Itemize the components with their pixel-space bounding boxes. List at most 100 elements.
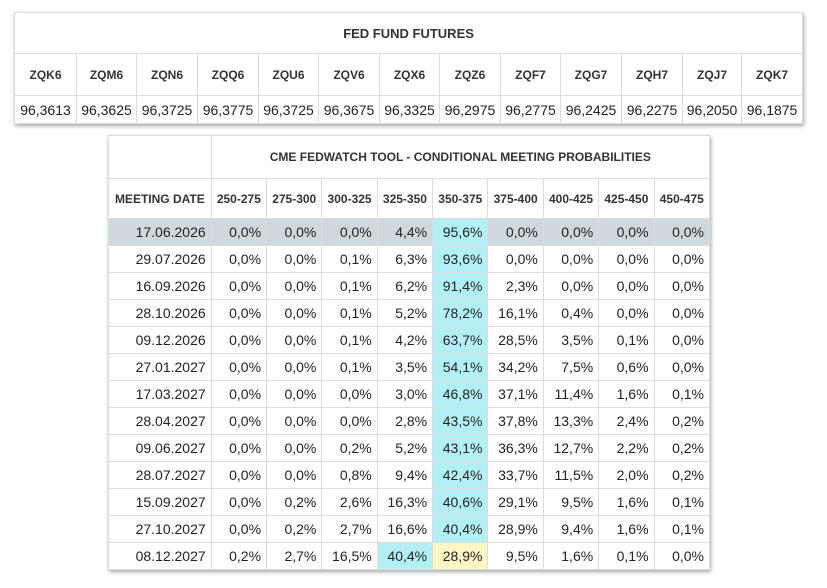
meeting-row: 09.06.2027 0,0% 0,0% 0,2% 5,2% 43,1% 36,3% 12,7…: [108, 434, 711, 462]
futures-contract-code: ZQG7: [560, 53, 622, 96]
probability-cell: 4,2%: [376, 326, 434, 354]
meeting-row: 17.03.2027 0,0% 0,0% 0,0% 3,0% 46,8% 37,1% 11,4…: [108, 380, 711, 408]
futures-title: FED FUND FUTURES: [13, 12, 804, 54]
probability-cell: 5,2%: [376, 299, 434, 327]
probability-cell: 0,0%: [653, 353, 711, 381]
probability-cell: 0,1%: [321, 299, 378, 327]
meeting-row: 27.01.2027 0,0% 0,0% 0,1% 3,5% 54,1% 34,2% 7,5%…: [108, 353, 711, 381]
probability-cell: 0,0%: [266, 218, 323, 246]
probability-cell: 40,4%: [376, 542, 434, 570]
probability-cell: 7,5%: [542, 353, 600, 381]
probability-cell: 9,4%: [542, 515, 600, 543]
probability-cell: 28,9%: [487, 515, 544, 543]
probability-cell: 16,5%: [321, 542, 378, 570]
futures-contract-price: 96,3625: [76, 95, 137, 124]
probability-cell: 37,1%: [487, 380, 544, 408]
probability-cell: 6,3%: [376, 245, 434, 273]
probability-cell: 33,7%: [487, 461, 544, 489]
probability-cell: 2,0%: [598, 461, 655, 489]
futures-contract-price: 96,3725: [136, 95, 198, 124]
probability-cell: 34,2%: [487, 353, 544, 381]
probability-cell: 0,4%: [542, 299, 600, 327]
probability-cell: 0,1%: [321, 245, 378, 273]
probability-cell: 0,2%: [266, 515, 323, 543]
probability-cell: 5,2%: [376, 434, 434, 462]
probability-cell: 0,0%: [321, 407, 378, 435]
probability-cell: 95,6%: [432, 218, 489, 246]
probability-cell: 0,0%: [210, 380, 268, 408]
probability-cell: 0,0%: [542, 218, 600, 246]
futures-contract-code: ZQJ7: [682, 53, 742, 96]
probability-cell: 0,0%: [210, 407, 268, 435]
probability-cell: 0,0%: [266, 272, 323, 300]
fedwatch-title-row: CME FEDWATCH TOOL - CONDITIONAL MEETING …: [108, 135, 711, 179]
probability-cell: 12,7%: [542, 434, 600, 462]
probability-cell: 11,4%: [542, 380, 600, 408]
probability-cell: 0,0%: [598, 299, 655, 327]
probability-cell: 0,2%: [653, 461, 711, 489]
futures-contract-price: 96,1875: [740, 95, 804, 124]
probability-cell: 0,0%: [210, 272, 268, 300]
probability-cell: 54,1%: [432, 353, 489, 381]
futures-contract-price: 96,3325: [379, 95, 440, 124]
probability-cell: 0,2%: [266, 488, 323, 516]
futures-contract-code: ZQF7: [500, 53, 561, 96]
meeting-row: 28.07.2027 0,0% 0,0% 0,8% 9,4% 42,4% 33,7% 11,5…: [108, 461, 711, 489]
probability-cell: 0,0%: [653, 326, 711, 354]
meeting-date-cell: 17.06.2026: [108, 218, 212, 246]
probability-cell: 40,6%: [432, 488, 489, 516]
meeting-date-cell: 08.12.2027: [108, 542, 212, 570]
meeting-date-cell: 28.07.2027: [108, 461, 212, 489]
probability-cell: 3,5%: [376, 353, 434, 381]
probability-cell: 0,1%: [653, 380, 711, 408]
rate-range-header: 300-325: [321, 178, 378, 219]
fedwatch-header-row: MEETING DATE 250-275 275-300 300-325 325-35…: [108, 178, 711, 219]
probability-cell: 0,0%: [210, 326, 268, 354]
probability-cell: 0,0%: [210, 488, 268, 516]
meeting-date-cell: 29.07.2026: [108, 245, 212, 273]
probability-cell: 3,5%: [542, 326, 600, 354]
futures-contract-code: ZQU6: [258, 53, 319, 96]
probability-cell: 29,1%: [487, 488, 544, 516]
probability-cell: 0,0%: [210, 461, 268, 489]
probability-cell: 0,0%: [321, 380, 378, 408]
futures-contract-code: ZQH7: [621, 53, 683, 96]
probability-cell: 0,0%: [210, 515, 268, 543]
probability-cell: 11,5%: [542, 461, 600, 489]
meeting-date-cell: 09.12.2026: [108, 326, 212, 354]
probability-cell: 0,0%: [653, 218, 711, 246]
futures-contract-price: 96,3725: [258, 95, 319, 124]
probability-cell: 1,6%: [542, 542, 600, 570]
probability-cell: 1,6%: [598, 488, 655, 516]
probability-cell: 16,3%: [376, 488, 434, 516]
futures-contract-code: ZQK6: [14, 53, 77, 96]
probability-cell: 0,0%: [598, 218, 655, 246]
futures-title-row: FED FUND FUTURES: [13, 12, 804, 54]
futures-contract-price: 96,2775: [500, 95, 561, 124]
probability-cell: 0,0%: [266, 326, 323, 354]
meeting-date-cell: 28.10.2026: [108, 299, 212, 327]
probability-cell: 6,2%: [376, 272, 434, 300]
fed-fund-futures-table: FED FUND FUTURES ZQK6 ZQM6 ZQN6 ZQQ6 ZQU6 ZQV…: [13, 12, 804, 124]
probability-cell: 0,0%: [266, 407, 323, 435]
probability-cell: 0,0%: [210, 218, 268, 246]
rate-range-header: 400-425: [542, 178, 600, 219]
probability-cell: 0,1%: [598, 326, 655, 354]
probability-cell: 0,0%: [210, 434, 268, 462]
probability-cell: 0,0%: [266, 353, 323, 381]
probability-cell: 37,8%: [487, 407, 544, 435]
rate-range-header: 425-450: [598, 178, 655, 219]
probability-cell: 0,2%: [653, 407, 711, 435]
probability-cell: 0,0%: [542, 272, 600, 300]
probability-cell: 13,3%: [542, 407, 600, 435]
probability-cell: 2,2%: [598, 434, 655, 462]
futures-contract-price: 96,3775: [197, 95, 259, 124]
probability-cell: 0,0%: [653, 245, 711, 273]
rate-range-header: 350-375: [432, 178, 489, 219]
futures-contract-code: ZQK7: [740, 53, 804, 96]
meeting-date-cell: 16.09.2026: [108, 272, 212, 300]
probability-cell: 16,1%: [487, 299, 544, 327]
probability-cell: 40,4%: [432, 515, 489, 543]
futures-contract-code: ZQX6: [379, 53, 440, 96]
meeting-date-cell: 15.09.2027: [108, 488, 212, 516]
